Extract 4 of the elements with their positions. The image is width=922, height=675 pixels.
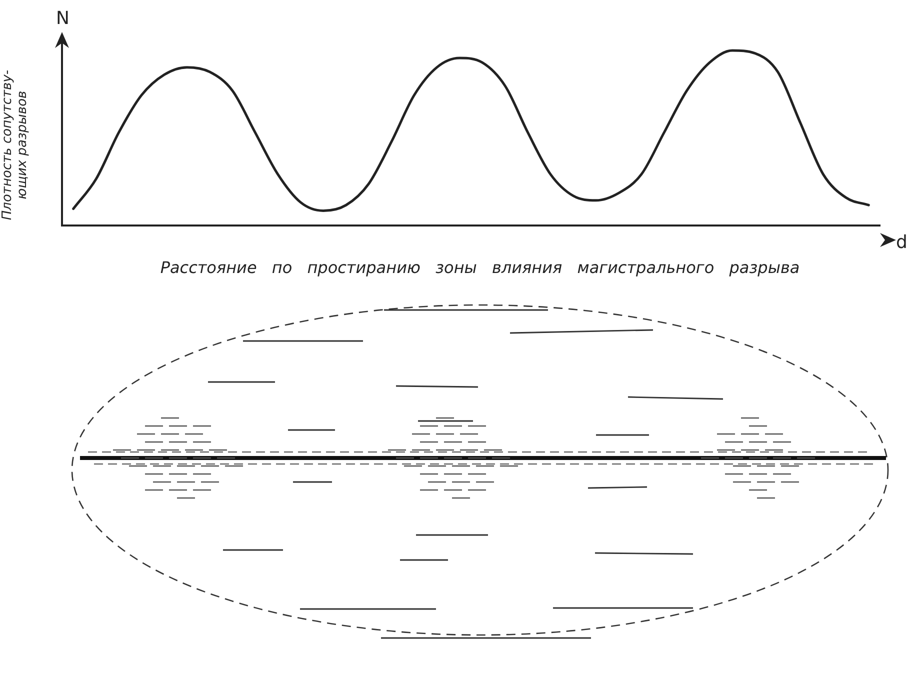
text: d [896, 232, 908, 253]
x-axis-title: Расстояние по простиранию зоны влияния магистрального разрыва [159, 258, 801, 277]
text: N [56, 8, 70, 29]
y-axis-title: Плотность сопутству-ющих разрывов [0, 68, 30, 222]
